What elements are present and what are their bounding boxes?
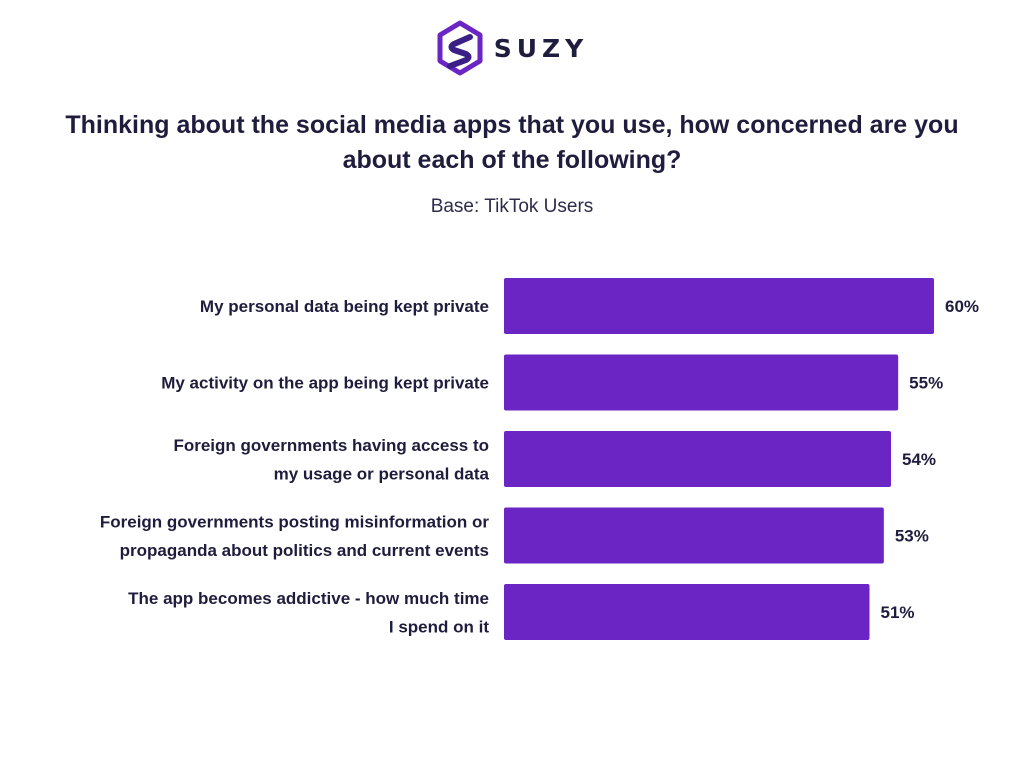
category-label-3: Foreign governments having access to my u… <box>173 436 489 484</box>
bar-1 <box>504 278 934 334</box>
brand-name: SUZY <box>493 33 589 63</box>
bar-2 <box>504 354 899 411</box>
chart-title: Thinking about the social media apps tha… <box>65 111 959 174</box>
chart-subtitle: Base: TikTok Users <box>430 196 594 217</box>
category-label-5: The app becomes addictive - how much tim… <box>128 589 489 637</box>
category-label-2: My activity on the app being kept privat… <box>161 374 489 393</box>
brand-logo: SUZY <box>0 20 1024 76</box>
value-label-4: 53% <box>895 527 929 546</box>
bar-5 <box>504 584 870 640</box>
value-label-3: 54% <box>902 450 936 469</box>
category-label-4: Foreign governments posting misinformati… <box>100 512 490 560</box>
category-label-1: My personal data being kept private <box>200 297 489 316</box>
bar-3 <box>504 431 891 487</box>
value-label-2: 55% <box>909 374 943 393</box>
bar-4 <box>504 507 884 564</box>
value-label-1: 60% <box>945 297 979 316</box>
value-label-5: 51% <box>881 603 915 622</box>
suzy-hexagon-s-icon <box>437 20 483 76</box>
